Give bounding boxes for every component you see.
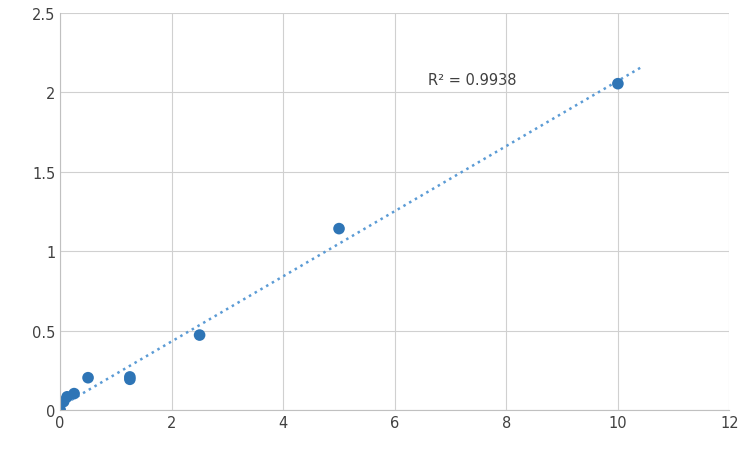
Point bbox=[54, 406, 66, 414]
Point bbox=[82, 374, 94, 382]
Point bbox=[193, 332, 205, 339]
Point bbox=[68, 390, 80, 397]
Point bbox=[124, 376, 136, 383]
Point bbox=[124, 373, 136, 381]
Point bbox=[58, 398, 70, 405]
Point bbox=[612, 81, 624, 88]
Point bbox=[333, 226, 345, 233]
Text: R² = 0.9938: R² = 0.9938 bbox=[428, 73, 517, 87]
Point bbox=[61, 393, 73, 400]
